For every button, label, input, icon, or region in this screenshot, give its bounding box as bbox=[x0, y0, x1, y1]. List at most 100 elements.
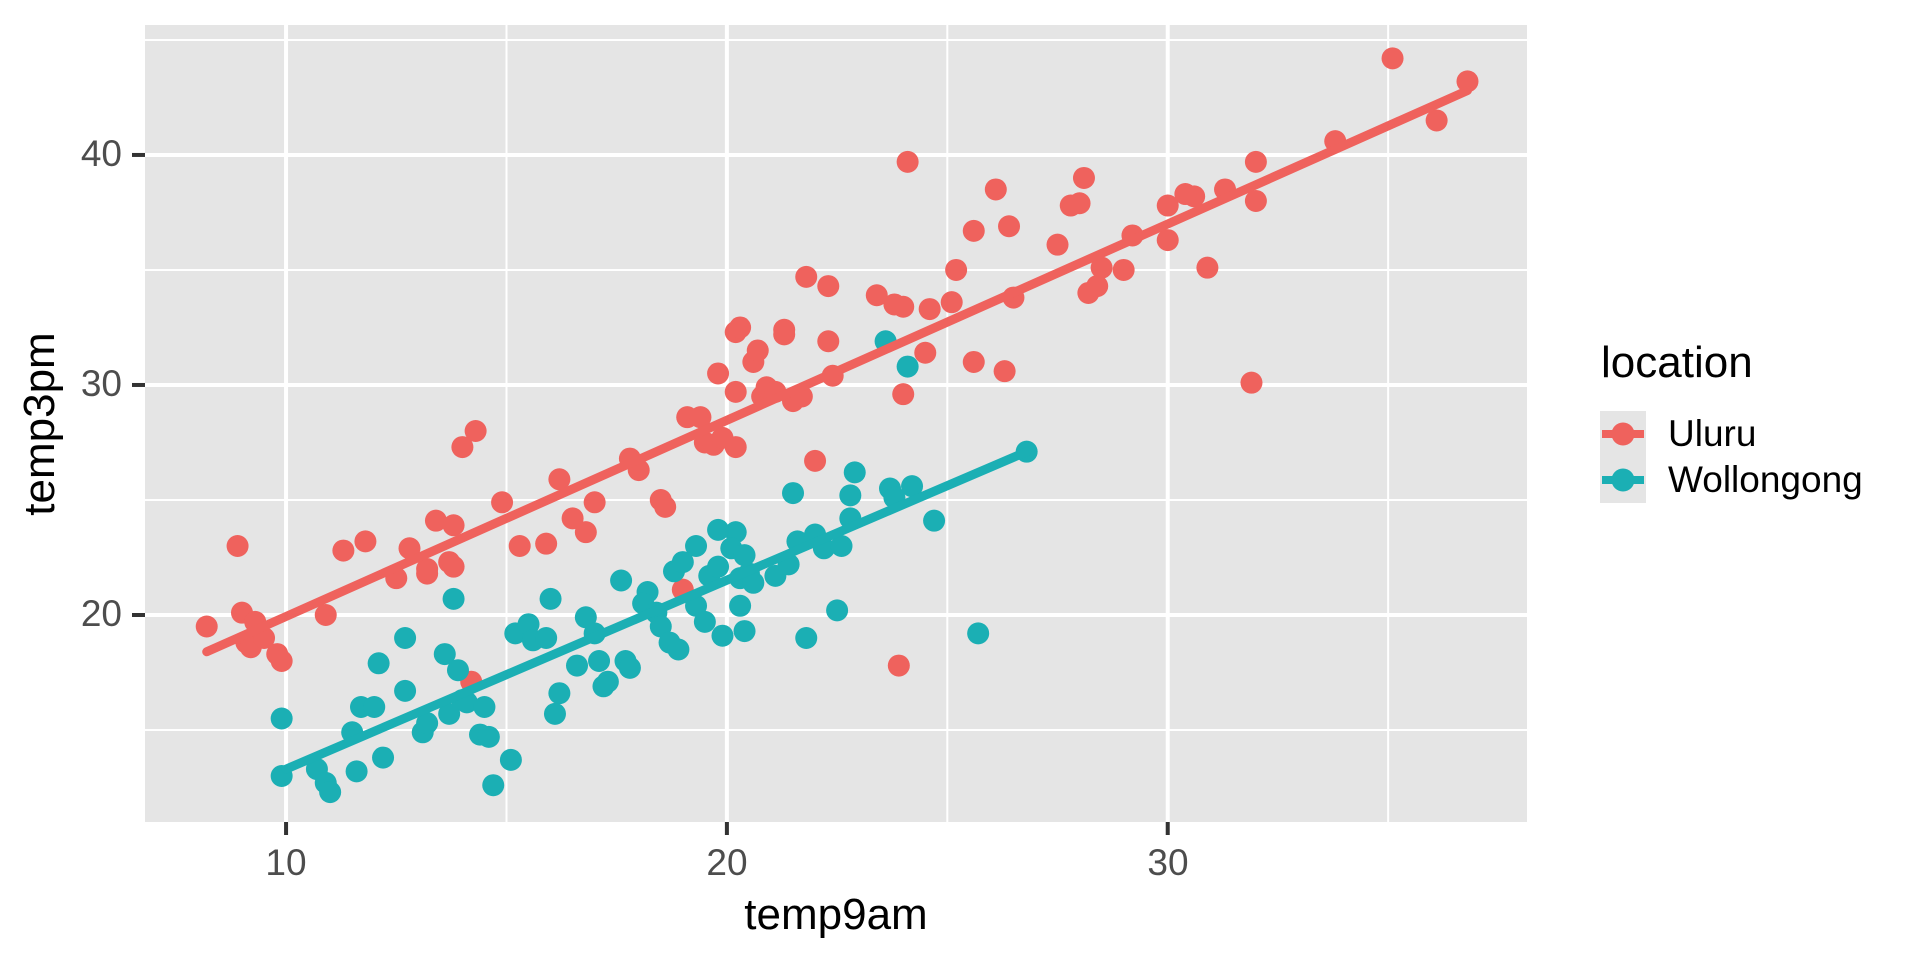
data-point-uluru bbox=[993, 360, 1016, 383]
data-point-wollongong bbox=[442, 587, 465, 610]
data-point-uluru bbox=[548, 468, 571, 491]
data-point-uluru bbox=[561, 507, 584, 530]
y-axis-title: temp3pm bbox=[15, 332, 64, 516]
data-point-wollongong bbox=[367, 652, 390, 675]
data-point-uluru bbox=[491, 491, 514, 514]
data-point-uluru bbox=[442, 514, 465, 537]
data-point-uluru bbox=[1086, 275, 1109, 298]
data-point-wollongong bbox=[830, 534, 853, 557]
data-point-uluru bbox=[1046, 233, 1069, 256]
trend-line-wollongong bbox=[281, 447, 1032, 774]
data-point-wollongong bbox=[592, 675, 615, 698]
data-point-uluru bbox=[332, 539, 355, 562]
data-point-wollongong bbox=[433, 643, 456, 666]
data-point-wollongong bbox=[707, 555, 730, 578]
data-point-uluru bbox=[508, 534, 531, 557]
data-point-uluru bbox=[773, 318, 796, 341]
data-point-uluru bbox=[945, 258, 968, 281]
data-point-uluru bbox=[689, 406, 712, 429]
data-point-uluru bbox=[865, 284, 888, 307]
data-point-uluru bbox=[962, 350, 985, 373]
data-point-wollongong bbox=[566, 654, 589, 677]
data-point-uluru bbox=[1156, 194, 1179, 217]
data-point-uluru bbox=[270, 649, 293, 672]
data-point-uluru bbox=[1244, 189, 1267, 212]
data-point-uluru bbox=[746, 339, 769, 362]
data-point-wollongong bbox=[826, 599, 849, 622]
data-point-wollongong bbox=[967, 622, 990, 645]
data-point-uluru bbox=[707, 362, 730, 385]
data-point-wollongong bbox=[548, 682, 571, 705]
data-point-wollongong bbox=[742, 571, 765, 594]
data-point-uluru bbox=[998, 215, 1021, 238]
y-tick-label-40: 40 bbox=[80, 133, 122, 175]
data-point-wollongong bbox=[896, 355, 919, 378]
data-point-wollongong bbox=[539, 587, 562, 610]
data-point-uluru bbox=[817, 275, 840, 298]
data-point-wollongong bbox=[901, 475, 924, 498]
data-point-uluru bbox=[1381, 47, 1404, 70]
data-point-wollongong bbox=[618, 656, 641, 679]
data-point-wollongong bbox=[574, 606, 597, 629]
data-point-wollongong bbox=[438, 702, 461, 725]
data-point-wollongong bbox=[733, 620, 756, 643]
data-point-uluru bbox=[940, 291, 963, 314]
data-point-uluru bbox=[914, 341, 937, 364]
data-point-uluru bbox=[1196, 256, 1219, 279]
data-point-wollongong bbox=[394, 626, 417, 649]
data-point-uluru bbox=[226, 534, 249, 557]
data-point-uluru bbox=[918, 298, 941, 321]
data-point-wollongong bbox=[795, 626, 818, 649]
data-point-uluru bbox=[887, 654, 910, 677]
data-point-wollongong bbox=[649, 615, 672, 638]
data-point-uluru bbox=[729, 316, 752, 339]
data-point-uluru bbox=[1244, 150, 1267, 173]
data-point-uluru bbox=[724, 380, 747, 403]
data-point-wollongong bbox=[685, 534, 708, 557]
legend-key-wollongong bbox=[1600, 457, 1646, 503]
data-point-wollongong bbox=[372, 746, 395, 769]
data-point-wollongong bbox=[729, 594, 752, 617]
data-point-uluru bbox=[535, 532, 558, 555]
data-point-uluru bbox=[398, 537, 421, 560]
legend-label-wollongong: Wollongong bbox=[1668, 459, 1863, 500]
trend-line-uluru bbox=[202, 86, 1472, 657]
uluru-point-icon bbox=[1611, 422, 1635, 446]
data-point-uluru bbox=[1072, 166, 1095, 189]
plot-panel bbox=[145, 25, 1527, 822]
data-point-uluru bbox=[892, 295, 915, 318]
x-tick-label-10: 10 bbox=[265, 842, 307, 883]
data-point-wollongong bbox=[693, 610, 716, 633]
data-point-uluru bbox=[817, 330, 840, 353]
data-point-wollongong bbox=[843, 461, 866, 484]
data-point-uluru bbox=[574, 521, 597, 544]
data-point-uluru bbox=[195, 615, 218, 638]
data-point-uluru bbox=[314, 603, 337, 626]
data-point-wollongong bbox=[671, 551, 694, 574]
data-point-wollongong bbox=[499, 748, 522, 771]
legend-label-uluru: Uluru bbox=[1668, 413, 1757, 454]
data-point-wollongong bbox=[610, 569, 633, 592]
wollongong-point-icon bbox=[1611, 468, 1635, 492]
legend-title: location bbox=[1601, 338, 1753, 387]
data-point-uluru bbox=[962, 219, 985, 242]
data-point-wollongong bbox=[923, 509, 946, 532]
data-point-wollongong bbox=[839, 484, 862, 507]
data-point-uluru bbox=[583, 491, 606, 514]
data-point-uluru bbox=[984, 178, 1007, 201]
x-tick-label-20: 20 bbox=[706, 842, 748, 883]
data-point-wollongong bbox=[667, 638, 690, 661]
data-point-uluru bbox=[354, 530, 377, 553]
data-point-uluru bbox=[442, 555, 465, 578]
y-tick-label-30: 30 bbox=[80, 363, 122, 405]
data-point-uluru bbox=[464, 419, 487, 442]
data-point-wollongong bbox=[711, 624, 734, 647]
data-point-wollongong bbox=[543, 702, 566, 725]
data-point-uluru bbox=[804, 449, 827, 472]
data-point-uluru bbox=[1112, 258, 1135, 281]
data-point-uluru bbox=[892, 383, 915, 406]
data-point-wollongong bbox=[363, 695, 386, 718]
data-point-uluru bbox=[451, 436, 474, 459]
